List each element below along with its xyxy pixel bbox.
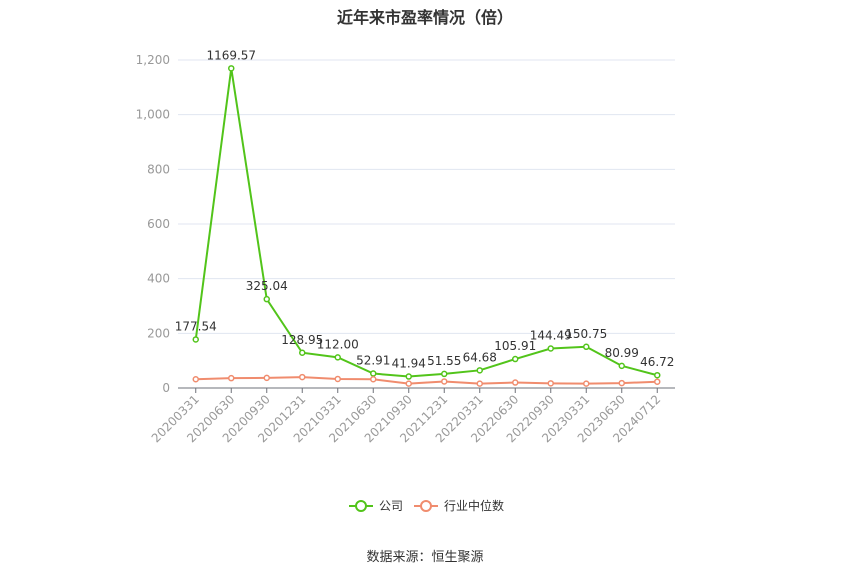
legend-label: 行业中位数 — [444, 498, 504, 513]
legend[interactable]: 公司 行业中位数 — [349, 498, 504, 513]
grid-lines — [178, 59, 675, 334]
data-point — [192, 336, 199, 343]
y-tick-label: 200 — [147, 326, 170, 340]
data-label: 64.68 — [463, 350, 497, 364]
x-axis: 2020033120200630202009302020123120210331… — [149, 387, 675, 445]
chart-title: 近年来市盈率情况（倍） — [336, 8, 513, 27]
data-label: 144.49 — [530, 329, 572, 343]
y-tick-label: 600 — [147, 217, 170, 231]
data-point — [583, 343, 590, 351]
data-point — [476, 367, 483, 374]
data-label: 177.54 — [175, 319, 217, 333]
data-label: 46.72 — [640, 355, 674, 369]
legend-marker-icon — [355, 500, 367, 512]
data-point — [299, 373, 306, 381]
data-label: 51.55 — [427, 354, 461, 368]
y-axis: 0 200 400 600 800 1,000 1,200 — [136, 53, 170, 395]
y-tick-label: 800 — [147, 162, 170, 176]
data-point — [618, 379, 625, 387]
data-label: 1169.57 — [206, 48, 256, 62]
data-point — [299, 349, 306, 357]
data-point — [228, 374, 235, 382]
data-point — [547, 345, 554, 352]
data-label: 52.91 — [356, 354, 390, 368]
y-tick-label: 400 — [147, 272, 170, 286]
y-tick-label: 1,000 — [136, 108, 170, 122]
y-tick-label: 0 — [162, 381, 170, 395]
data-point — [512, 355, 519, 363]
data-point — [547, 380, 554, 387]
data-point — [476, 380, 483, 387]
data-point — [405, 380, 412, 387]
series-layer — [192, 65, 661, 387]
data-point — [263, 295, 270, 303]
data-point — [654, 371, 661, 379]
data-point — [192, 376, 199, 383]
data-label: 325.04 — [246, 279, 288, 293]
data-point — [654, 378, 661, 385]
legend-item-0[interactable]: 公司 — [349, 499, 403, 513]
data-point — [228, 65, 235, 72]
legend-label: 公司 — [379, 499, 403, 513]
data-label: 105.91 — [494, 339, 536, 353]
data-point — [334, 375, 341, 383]
data-point — [263, 374, 270, 382]
data-point — [370, 370, 377, 377]
series-line-0 — [194, 68, 658, 378]
pe-ratio-line-chart: 0 200 400 600 800 1,000 1,200 2020033120200630… — [136, 48, 675, 513]
data-point — [370, 376, 377, 383]
legend-marker-icon — [420, 500, 432, 512]
data-point — [334, 354, 341, 361]
data-label: 150.75 — [565, 327, 607, 341]
data-point — [512, 379, 519, 386]
source-note: 数据来源：恒生聚源 — [366, 550, 484, 565]
legend-item-1[interactable]: 行业中位数 — [414, 498, 504, 513]
data-point — [441, 370, 448, 378]
data-point — [583, 380, 590, 387]
data-label: 128.95 — [281, 333, 323, 347]
data-point — [441, 378, 448, 385]
data-label: 41.94 — [392, 357, 426, 371]
data-point — [618, 362, 625, 370]
data-label: 112.00 — [317, 337, 359, 351]
y-tick-label: 1,200 — [136, 53, 170, 67]
data-point — [405, 373, 412, 380]
data-label: 80.99 — [605, 346, 639, 360]
series-line-1 — [195, 376, 658, 385]
